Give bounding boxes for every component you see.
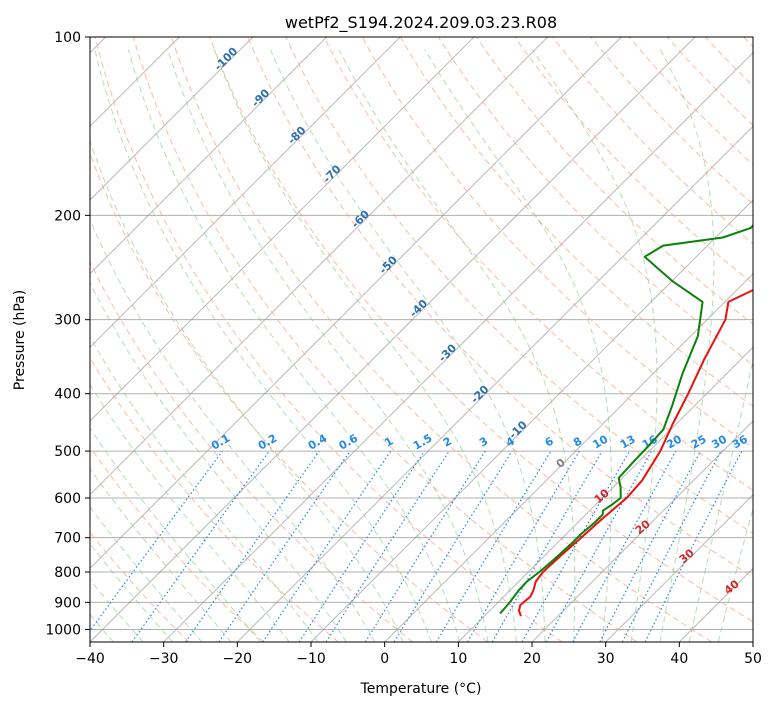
- moist-adiabat-line: [688, 357, 753, 642]
- mixing-ratio-line: [545, 450, 653, 642]
- y-tick-label: 600: [54, 491, 81, 507]
- moist-adiabat-line: [424, 49, 612, 642]
- isotherm-line: [90, 37, 549, 496]
- isotherm-line: [90, 37, 328, 275]
- y-tick-label: 900: [54, 595, 81, 611]
- moist-adiabat-line: [659, 49, 715, 642]
- isotherm-line: [90, 37, 622, 570]
- x-tick-label: −40: [75, 651, 105, 667]
- dewpoint-series-line: [499, 223, 753, 615]
- y-tick-label: 500: [54, 444, 81, 460]
- isotherm-line: [90, 37, 475, 422]
- isotherm-line: [457, 346, 753, 642]
- y-tick-label: 200: [54, 208, 81, 224]
- isotherm-line: [163, 51, 753, 642]
- moist-adiabat-line: [94, 49, 432, 642]
- x-tick-label: 30: [597, 651, 615, 667]
- dry-adiabat-line: [209, 37, 753, 623]
- dry-adiabat-line: [94, 37, 563, 642]
- isotherm-line: [90, 37, 254, 201]
- isotherm-line: [531, 420, 753, 642]
- y-axis-label: Pressure (hPa): [12, 290, 28, 390]
- dry-adiabat-line: [514, 37, 753, 285]
- x-tick-label: 10: [449, 651, 467, 667]
- mixing-ratio-line: [466, 450, 580, 642]
- moist-adiabat-line: [531, 49, 658, 642]
- dry-adiabats: [90, 37, 753, 642]
- moist-adiabats: [90, 49, 753, 642]
- dry-adiabat-line: [628, 37, 753, 166]
- mixing-ratio-line: [435, 450, 552, 642]
- moist-adiabat-line: [90, 335, 319, 642]
- mixing-ratio-line: [491, 450, 603, 642]
- y-axis: 100 200 300 400 500 600 700 800 900 1000: [45, 30, 90, 638]
- mixing-ratio-line: [572, 450, 677, 642]
- mixing-ratio-line: [185, 450, 320, 642]
- mixing-ratio-line: [393, 450, 513, 642]
- mixing-ratio-line: [325, 450, 450, 642]
- moist-adiabat-line: [717, 506, 753, 642]
- dry-adiabat-line: [476, 37, 753, 325]
- mixing-ratio-line: [131, 450, 270, 642]
- dry-adiabat-line: [90, 260, 414, 642]
- moist-adiabat-line: [90, 383, 290, 642]
- dry-adiabat-line: [323, 37, 753, 491]
- y-tick-label: 100: [54, 30, 81, 46]
- x-tick-label: −30: [149, 651, 179, 667]
- dry-adiabat-line: [399, 37, 753, 407]
- y-tick-label: 800: [54, 565, 81, 581]
- y-tick-label: 1000: [45, 622, 81, 638]
- moist-adiabat-line: [90, 543, 173, 642]
- y-tick-label: 700: [54, 531, 81, 547]
- moist-adiabat-line: [90, 506, 203, 642]
- grid-layer: [90, 37, 753, 642]
- isotherm-line: [90, 37, 696, 642]
- x-axis-label: Temperature (°C): [360, 681, 482, 697]
- temperature-series-line: [518, 288, 753, 617]
- moist-adiabat-line: [127, 49, 461, 642]
- x-tick-label: 40: [670, 651, 688, 667]
- plot-frame: [89, 36, 754, 643]
- isotherm-line: [384, 272, 753, 642]
- x-axis: −40 −30 −20 −10 0 10 20 30 40 50: [75, 642, 762, 667]
- moist-adiabat-line: [338, 49, 576, 642]
- x-tick-label: 0: [380, 651, 389, 667]
- mixing-ratio-lines: [90, 450, 743, 642]
- mixing-ratio-line: [364, 450, 486, 642]
- x-tick-label: 50: [744, 651, 762, 667]
- mixing-ratio-line: [218, 450, 351, 642]
- isotherm-line: [236, 125, 753, 642]
- x-tick-label: 20: [523, 651, 541, 667]
- isotherm-line: [605, 493, 753, 642]
- moist-adiabat-line: [90, 281, 347, 642]
- moist-adiabat-line: [90, 578, 144, 642]
- dry-adiabat-line: [132, 37, 638, 642]
- y-tick-label: 400: [54, 387, 81, 403]
- plot-area: -100-90-80-70-60-50-40-30-20-10 0.1 0.2 0.…: [90, 37, 753, 642]
- mixing-ratio-line: [90, 450, 223, 632]
- dry-adiabat-line: [90, 446, 264, 642]
- moist-adiabat-line: [167, 49, 489, 642]
- moist-adiabat-line: [90, 467, 232, 642]
- dry-adiabat-line: [361, 37, 753, 449]
- x-tick-label: −10: [296, 651, 326, 667]
- series-layer: [499, 223, 753, 617]
- moist-adiabat-line: [90, 427, 261, 642]
- dry-adiabat-line: [247, 37, 753, 578]
- moist-adiabat-line: [90, 139, 404, 642]
- x-tick-label: −20: [223, 651, 253, 667]
- mixing-ratio-line: [521, 450, 631, 642]
- isotherm-line: [90, 37, 401, 349]
- y-tick-label: 300: [54, 313, 81, 329]
- chart-title: wetPf2_S194.2024.209.03.23.R08: [285, 13, 557, 33]
- moist-adiabat-line: [269, 49, 546, 642]
